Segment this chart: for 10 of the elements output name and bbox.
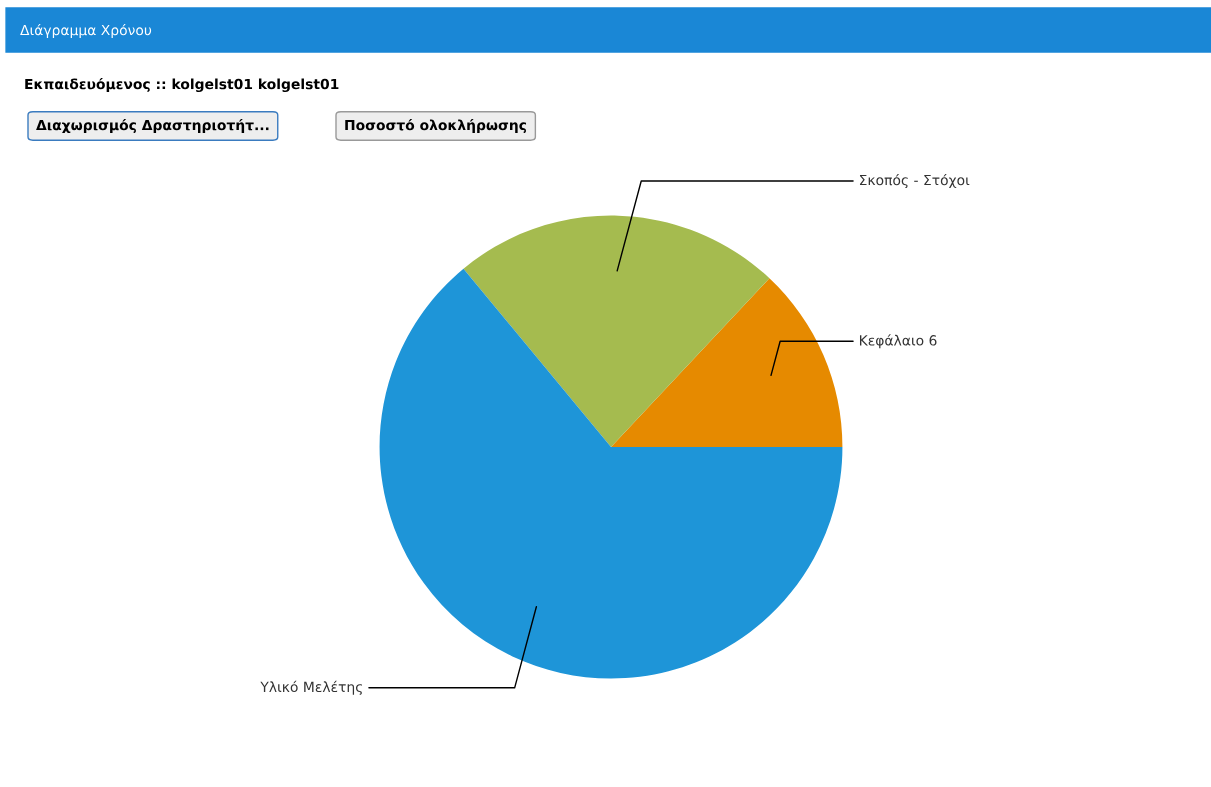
chart-subtitle: Εκπαιδευόμενος :: kolgelst01 kolgelst01	[25, 77, 339, 93]
slice-label: Υλικό Μελέτης	[260, 680, 362, 695]
slice-label: Σκοπός - Στόχοι	[859, 173, 970, 188]
text: Διαχωρισμός Δραστηριοτήτ...	[36, 118, 269, 134]
pie-slice	[463, 215, 770, 447]
text: Διάγραμμα Χρόνου	[20, 24, 152, 38]
pie-slice	[379, 268, 843, 679]
text: Ποσοστό ολοκλήρωσης	[345, 119, 527, 133]
pie-slice	[611, 278, 843, 447]
slice-label: Κεφάλαιο 6	[859, 334, 937, 349]
